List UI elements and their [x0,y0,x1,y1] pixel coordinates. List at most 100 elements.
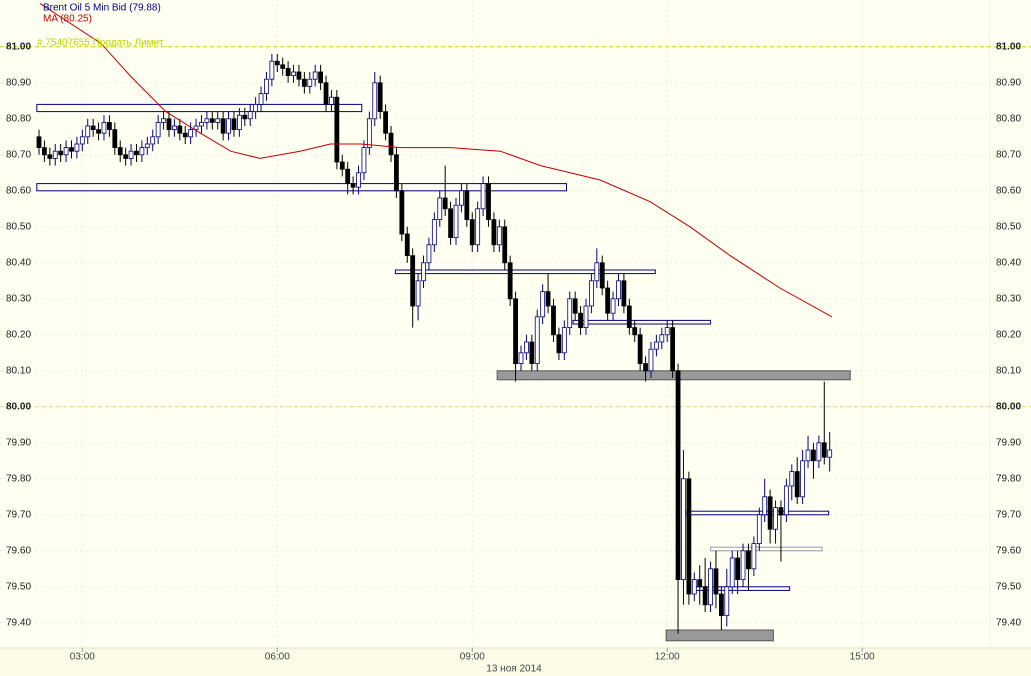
candle-body [404,233,410,257]
candle-body [274,60,280,66]
y-tick-label: 79.90 [996,437,1021,448]
candle-body [702,586,708,606]
candle-body [258,93,264,105]
candle-body [361,147,367,174]
candle-body [718,593,724,617]
candle-body [616,280,621,300]
candle-body [74,143,80,152]
x-tick-label: 06:00 [265,652,290,663]
candle-body [653,341,659,350]
price-level [572,319,712,325]
y-tick-label: 80.60 [6,185,31,196]
candle-body [762,496,768,516]
candle-body [426,244,432,264]
candle-body [675,370,681,580]
y-tick-label: 80.90 [996,77,1021,88]
candle-body [794,471,800,498]
candle-body [90,125,96,130]
candle-body [52,150,58,159]
candle-body [101,122,107,134]
candle-body [220,118,226,134]
candle-body [816,442,822,462]
candle-body [567,298,573,328]
price-level [394,269,656,275]
price-level [710,546,823,552]
candle-body [215,118,221,123]
candle-body [783,485,789,516]
candle-body [42,147,47,156]
y-tick-label: 80.40 [6,257,31,268]
y-tick-label: 80.50 [996,221,1021,232]
candle-body [534,316,540,364]
y-tick-label: 80.90 [6,77,31,88]
candle-body [637,334,643,364]
candle-body [242,114,248,120]
candle-body [47,154,53,159]
candle-body [453,204,459,238]
candle-body [350,183,356,188]
candle-body [236,114,242,130]
candle-body [123,154,129,159]
candle-body [177,125,183,134]
x-tick-label: 12:00 [655,652,680,663]
candle-body [415,280,421,307]
candle-body [264,78,269,94]
candle-body [659,334,665,343]
candle-body [583,305,589,329]
candle-body [188,129,194,138]
y-tick-label: 79.70 [996,509,1021,520]
candle-body [594,262,600,282]
candle-body [231,118,237,131]
candle-body [789,471,795,487]
candle-body [58,150,64,156]
candle-body [117,147,123,156]
candle-body [291,71,296,76]
y-tick-label: 79.50 [6,581,31,592]
candle-body [605,287,611,314]
candle-body [773,507,778,530]
candle-body [399,190,405,235]
candle-body [377,82,383,113]
candle-body [247,111,253,120]
candle-body [269,60,275,80]
candle-body [621,280,627,307]
candle-body [599,262,605,289]
candle-body [155,122,161,138]
candle-body [643,363,648,372]
candle-body [334,96,340,163]
candle-body [767,496,773,530]
y-tick-label: 79.40 [996,617,1021,628]
candle-body [664,327,670,336]
candle-body [448,208,453,239]
candle-body [811,449,816,462]
candle-body [253,104,259,113]
candle-body [345,168,351,184]
candle-body [821,442,827,458]
candle-body [805,449,811,462]
candle-body [708,568,713,606]
y-tick-label: 80.00 [6,401,31,412]
candle-body [556,334,562,354]
candle-body [204,118,210,123]
y-tick-label: 80.10 [6,365,31,376]
candle-body [442,197,448,210]
candle-body [670,327,676,372]
candle-body [69,147,74,152]
candle-body [469,219,475,246]
candle-body [356,172,361,188]
y-tick-label: 79.60 [996,545,1021,556]
candle-body [459,190,464,206]
candle-body [540,291,546,318]
candle-body [572,298,578,314]
candle-body [410,255,416,307]
candle-body [437,197,443,221]
y-tick-label: 79.80 [996,473,1021,484]
candle-body [578,312,583,329]
price-level [36,183,567,192]
candle-body [144,143,150,148]
y-tick-label: 80.20 [996,329,1021,340]
candle-body [681,478,686,580]
candle-body [491,219,497,246]
candle-body [486,183,491,221]
candle-body [63,147,69,156]
